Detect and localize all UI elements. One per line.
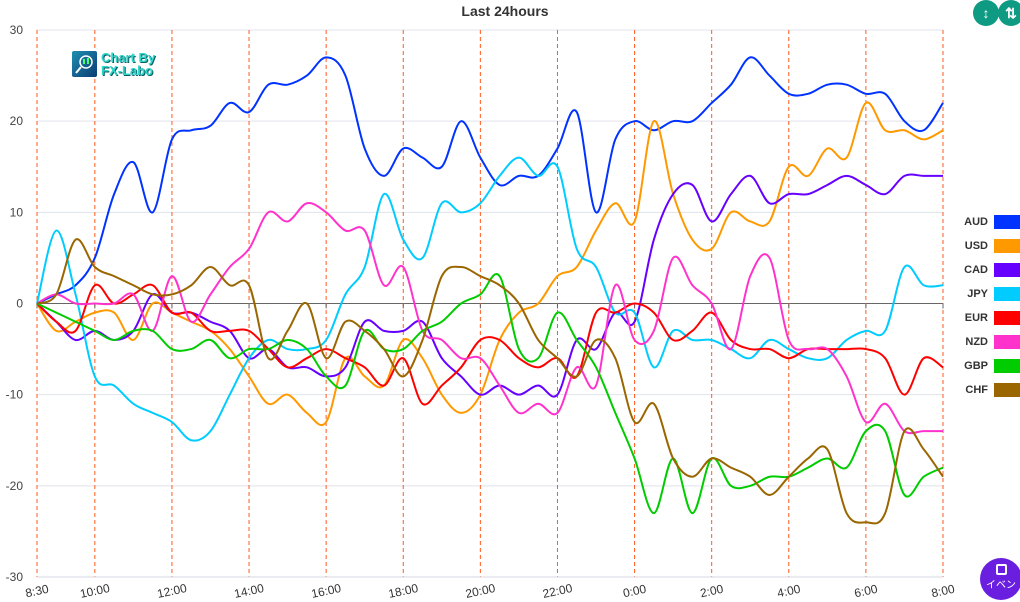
series-line-chf (36, 238, 944, 525)
x-tick-label: 0:00 (622, 582, 648, 601)
y-tick-label: 20 (10, 114, 24, 128)
x-tick-label: 8:00 (930, 582, 956, 601)
event-button-label: イベン (986, 580, 1016, 591)
watermark-text: Chart By FX-Labo (101, 51, 155, 77)
y-tick-label: 10 (10, 205, 24, 219)
y-tick-label: 30 (10, 23, 24, 37)
legend-swatch (994, 239, 1020, 253)
series-line-usd (36, 101, 944, 427)
series-line-cad (36, 173, 943, 398)
watermark-line1: Chart By (101, 50, 156, 65)
y-tick-label: -20 (6, 479, 24, 493)
compress-vertical-button[interactable]: ↕ (973, 0, 999, 26)
legend-label: CHF (965, 384, 988, 396)
legend-swatch (994, 335, 1020, 349)
legend-label: GBP (964, 360, 988, 372)
legend-swatch (994, 215, 1020, 229)
legend-item-aud[interactable]: AUD (950, 210, 1020, 234)
legend-label: AUD (964, 216, 988, 228)
compress-vertical-icon: ↕ (982, 5, 990, 21)
watermark-line2: FX-Labo (101, 63, 153, 78)
legend-item-nzd[interactable]: NZD (950, 330, 1020, 354)
y-tick-label: -10 (6, 388, 24, 402)
x-tick-label: 2:00 (699, 582, 725, 601)
legend-swatch (994, 383, 1020, 397)
x-tick-label: 16:00 (310, 581, 343, 601)
legend-label: JPY (967, 288, 988, 300)
chart-title: Last 24hours (461, 3, 549, 19)
x-tick-label: 6:00 (853, 582, 879, 601)
legend-item-chf[interactable]: CHF (950, 378, 1020, 402)
x-tick-label: 22:00 (541, 581, 574, 601)
x-tick-label: 14:00 (233, 581, 266, 601)
series-line-eur (36, 283, 944, 406)
legend-item-gbp[interactable]: GBP (950, 354, 1020, 378)
chart-legend: AUD USD CAD JPY EUR NZD GBP CHF (950, 210, 1020, 402)
legend-item-usd[interactable]: USD (950, 234, 1020, 258)
x-tick-label: 20:00 (464, 581, 497, 601)
legend-swatch (994, 287, 1020, 301)
x-tick-label: 8:30 (24, 582, 50, 601)
legend-swatch (994, 359, 1020, 373)
legend-item-cad[interactable]: CAD (950, 258, 1020, 282)
series-line-gbp (36, 273, 944, 515)
legend-swatch (994, 263, 1020, 277)
watermark-logo: Chart By FX-Labo (72, 51, 155, 77)
expand-vertical-button[interactable]: ⇅ (998, 0, 1020, 26)
legend-label: USD (964, 240, 988, 252)
series-line-nzd (36, 201, 943, 435)
series-line-jpy (36, 156, 944, 442)
x-tick-label: 18:00 (387, 581, 420, 601)
legend-swatch (994, 311, 1020, 325)
series-line-aud (36, 56, 944, 305)
legend-label: CAD (964, 264, 988, 276)
expand-vertical-icon: ⇅ (1005, 4, 1017, 21)
chart-magnifier-icon (72, 51, 97, 77)
x-tick-label: 10:00 (79, 581, 112, 601)
legend-label: NZD (965, 336, 988, 348)
legend-item-jpy[interactable]: JPY (950, 282, 1020, 306)
calendar-icon (995, 564, 1007, 575)
x-tick-label: 4:00 (776, 582, 802, 601)
event-button[interactable]: イベン (980, 558, 1020, 600)
x-tick-label: 12:00 (156, 581, 189, 601)
legend-item-eur[interactable]: EUR (950, 306, 1020, 330)
y-tick-label: -30 (6, 570, 24, 584)
legend-label: EUR (964, 312, 988, 324)
y-tick-label: 0 (16, 297, 23, 311)
